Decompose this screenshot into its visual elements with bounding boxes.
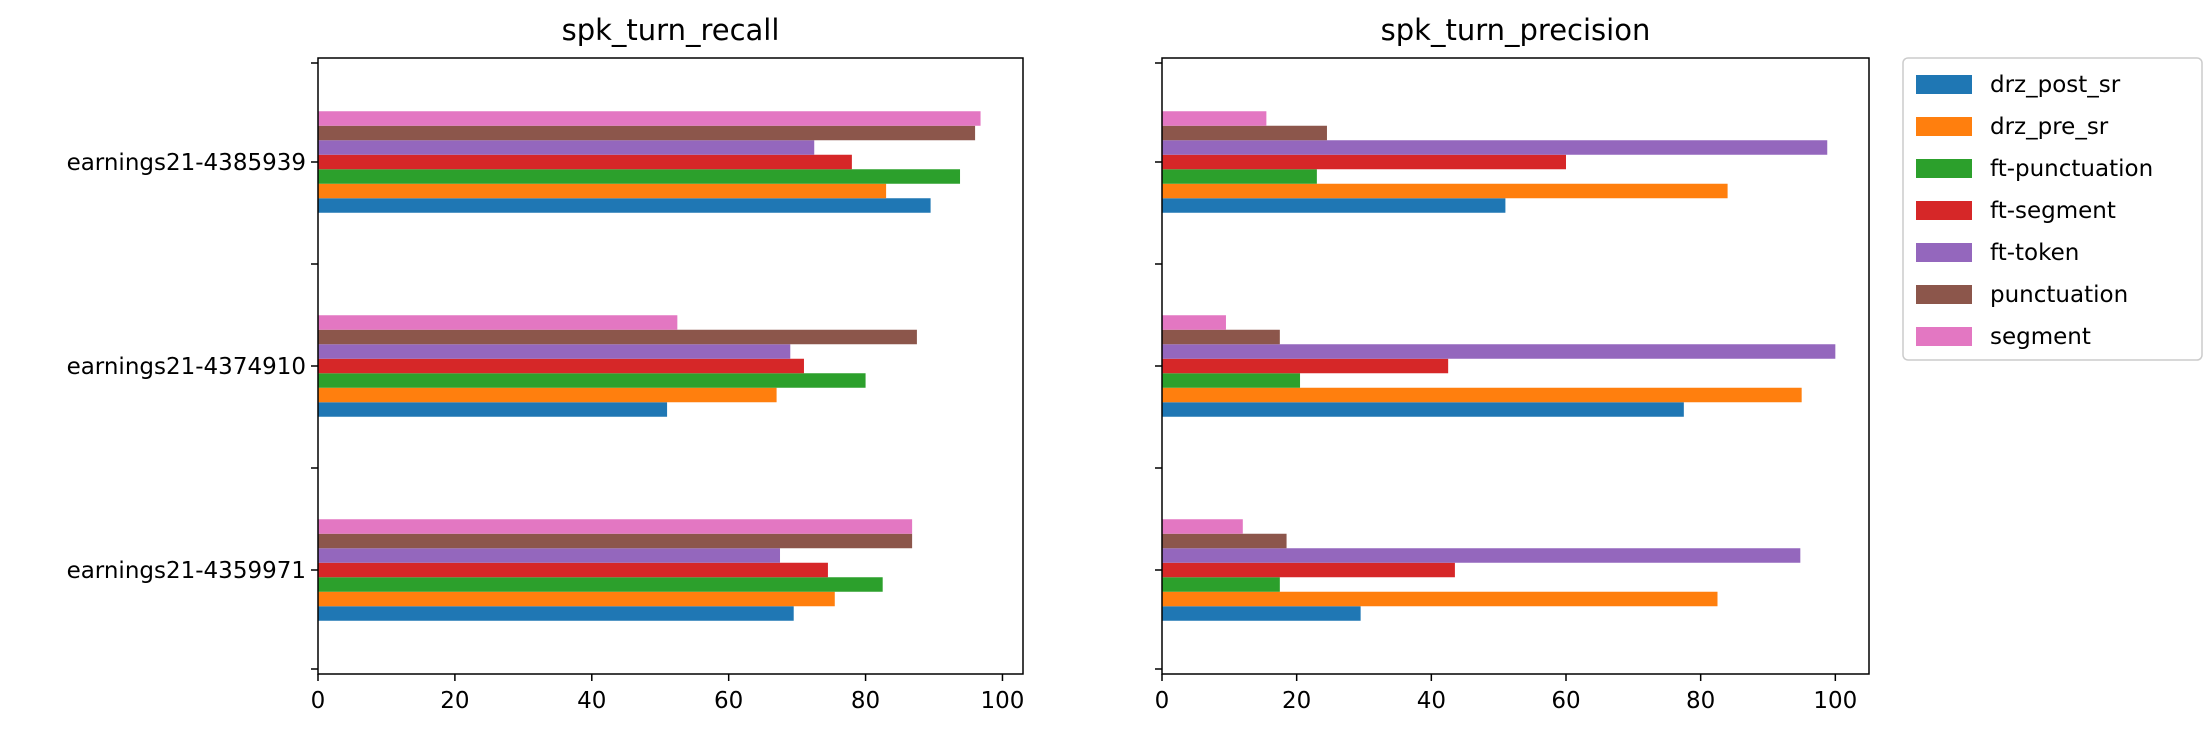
bar-ft-segment-earnings21-4374910 [1162,358,1449,374]
y-tick-label: earnings21-4385939 [67,150,306,176]
legend-label-punctuation: punctuation [1990,282,2128,308]
y-tick-label: earnings21-4374910 [67,354,306,380]
panel-precision: spk_turn_precision 0 20 40 60 80 100 [1155,13,1870,714]
x-tick-label: 0 [1155,688,1170,714]
bar-ft-token-earnings21-4359971 [1162,548,1801,563]
x-tick-label: 40 [1417,688,1446,714]
chart-title: spk_turn_recall [562,13,780,47]
legend-label-ft-token: ft-token [1990,240,2079,266]
bar-ft-token-earnings21-4374910 [1162,344,1836,359]
x-tick-label: 20 [440,688,469,714]
legend-swatch-ft-punctuation [1916,159,1972,178]
x-tick-label: 100 [981,688,1025,714]
bar-punctuation-earnings21-4374910 [318,329,917,345]
bar-drz-pre-sr-earnings21-4374910 [1162,387,1802,403]
bar-drz-post-sr-earnings21-4374910 [1162,402,1684,417]
bar-ft-punctuation-earnings21-4374910 [318,373,866,388]
legend-box [1902,57,2203,361]
bar-drz-post-sr-earnings21-4385939 [318,198,931,213]
legend: drz_post_sr drz_pre_sr ft-punctuation ft-se… [1902,57,2203,361]
bar-drz-post-sr-earnings21-4359971 [1162,606,1361,621]
bar-segment-earnings21-4374910 [1162,315,1226,330]
bar-ft-segment-earnings21-4374910 [318,358,804,374]
bar-ft-token-earnings21-4385939 [318,140,815,155]
bar-punctuation-earnings21-4385939 [318,125,976,141]
bar-ft-punctuation-earnings21-4374910 [1162,373,1301,388]
panel-recall: spk_turn_recall earnings21-4359971 earning… [67,13,1025,714]
x-tick-label: 80 [1686,688,1715,714]
bar-segment-earnings21-4359971 [1162,519,1243,534]
legend-swatch-drz-pre-sr [1916,117,1972,136]
bar-punctuation-earnings21-4385939 [1162,125,1327,141]
bar-segment-earnings21-4385939 [1162,111,1267,126]
bar-punctuation-earnings21-4359971 [318,533,913,549]
bar-ft-segment-earnings21-4359971 [318,562,828,578]
bar-drz-pre-sr-earnings21-4385939 [1162,183,1728,199]
bar-drz-pre-sr-earnings21-4385939 [318,183,887,199]
bar-drz-post-sr-earnings21-4374910 [318,402,668,417]
legend-swatch-drz-post-sr [1916,75,1972,94]
bar-drz-pre-sr-earnings21-4359971 [318,591,835,607]
bar-ft-segment-earnings21-4385939 [318,154,852,170]
bar-segment-earnings21-4359971 [318,519,913,534]
legend-swatch-ft-token [1916,243,1972,262]
legend-label-ft-segment: ft-segment [1990,198,2116,224]
bar-drz-pre-sr-earnings21-4374910 [318,387,777,403]
x-tick-label: 100 [1813,688,1857,714]
x-tick-label: 40 [577,688,606,714]
bar-punctuation-earnings21-4359971 [1162,533,1287,549]
bar-segment-earnings21-4374910 [318,315,678,330]
x-tick-label: 60 [1551,688,1580,714]
legend-swatch-punctuation [1916,285,1972,304]
bar-drz-pre-sr-earnings21-4359971 [1162,591,1718,607]
bar-ft-punctuation-earnings21-4359971 [1162,577,1280,592]
bar-segment-earnings21-4385939 [318,111,981,126]
bar-drz-post-sr-earnings21-4385939 [1162,198,1506,213]
bar-ft-token-earnings21-4374910 [318,344,791,359]
x-tick-label: 0 [311,688,326,714]
legend-swatch-ft-segment [1916,201,1972,220]
bar-ft-segment-earnings21-4385939 [1162,154,1566,170]
x-tick-label: 80 [851,688,880,714]
bar-ft-token-earnings21-4385939 [1162,140,1828,155]
bar-punctuation-earnings21-4374910 [1162,329,1280,345]
legend-label-ft-punctuation: ft-punctuation [1990,156,2153,182]
y-tick-label: earnings21-4359971 [67,558,306,584]
bar-ft-punctuation-earnings21-4385939 [318,169,961,184]
x-tick-label: 20 [1282,688,1311,714]
axes-frame [317,57,1024,675]
bar-drz-post-sr-earnings21-4359971 [318,606,794,621]
x-tick-label: 60 [714,688,743,714]
legend-label-segment: segment [1990,324,2091,350]
legend-label-drz-post-sr: drz_post_sr [1990,72,2121,98]
legend-label-drz-pre-sr: drz_pre_sr [1990,114,2109,140]
bar-ft-punctuation-earnings21-4359971 [318,577,883,592]
chart-title: spk_turn_precision [1381,13,1651,47]
bar-ft-punctuation-earnings21-4385939 [1162,169,1317,184]
bar-ft-token-earnings21-4359971 [318,548,781,563]
bar-ft-segment-earnings21-4359971 [1162,562,1455,578]
axes-frame [1161,57,1870,675]
legend-swatch-segment [1916,327,1972,346]
